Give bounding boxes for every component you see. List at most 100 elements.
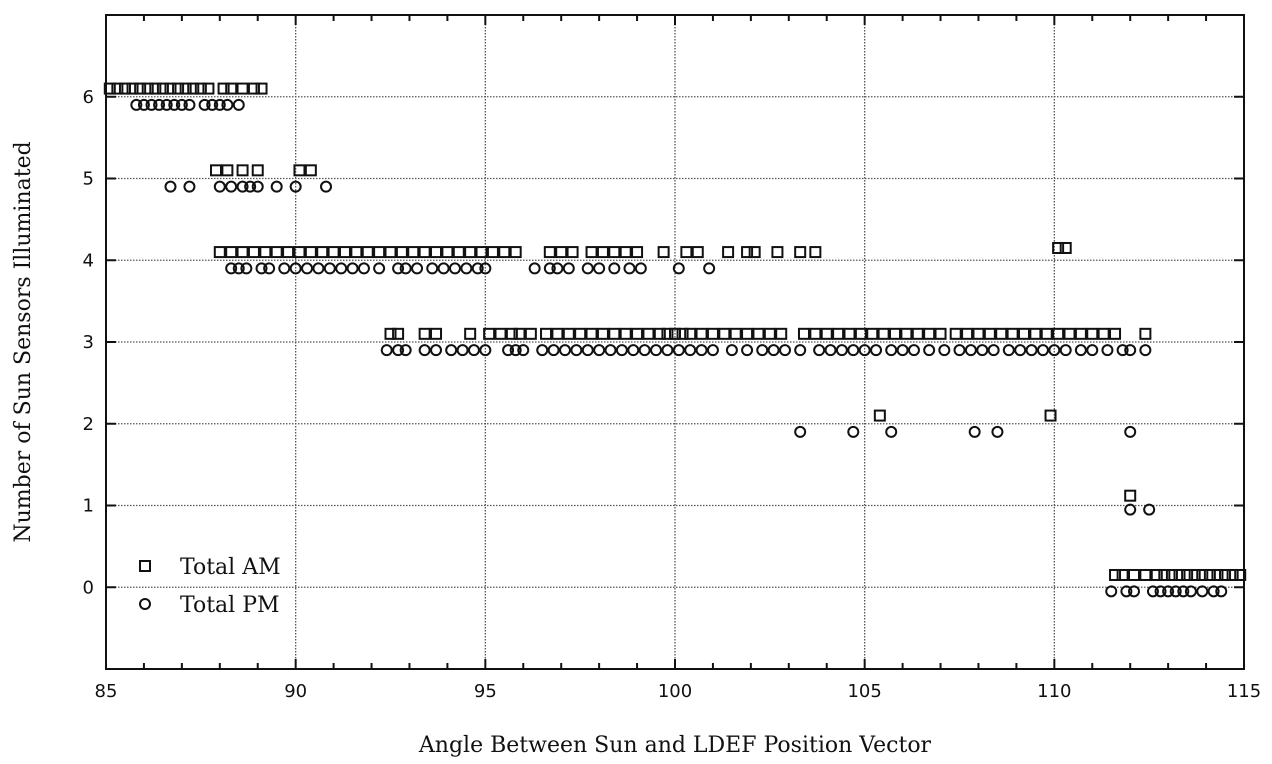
x-tick-label: 115 (1227, 681, 1261, 702)
am-data-point (1165, 568, 1178, 581)
legend-pm-label: Total PM (180, 593, 280, 618)
series-total-pm (130, 98, 1228, 598)
am-data-point (350, 246, 363, 259)
pm-data-point (779, 344, 792, 357)
am-data-point (164, 82, 177, 95)
pm-data-point (160, 98, 173, 111)
am-data-point (103, 82, 116, 95)
pm-data-point (1127, 585, 1140, 598)
pm-data-point (741, 344, 754, 357)
am-data-point (832, 327, 845, 340)
am-data-point (1109, 327, 1122, 340)
pm-data-point (479, 344, 492, 357)
x-axis-title: Angle Between Sun and LDEF Position Vect… (418, 733, 932, 758)
am-data-point (430, 327, 443, 340)
pm-data-point (448, 262, 461, 275)
am-data-point (923, 327, 936, 340)
am-data-point (1086, 327, 1099, 340)
am-data-point (202, 82, 215, 95)
pm-data-point (684, 344, 697, 357)
am-data-point (729, 327, 742, 340)
am-data-point (684, 327, 697, 340)
am-data-point (1196, 568, 1209, 581)
y-tick-label: 6 (83, 87, 94, 108)
pm-data-point (672, 262, 685, 275)
am-data-point (1173, 568, 1186, 581)
x-tick-label: 85 (95, 681, 118, 702)
pm-data-point (479, 262, 492, 275)
am-data-point (464, 246, 477, 259)
pm-data-point (1025, 344, 1038, 357)
pm-data-point (638, 344, 651, 357)
pm-data-point (1074, 344, 1087, 357)
am-data-point (574, 327, 587, 340)
am-data-point (1139, 327, 1152, 340)
am-data-point (608, 246, 621, 259)
pm-data-point (240, 262, 253, 275)
am-data-point (771, 246, 784, 259)
pm-data-point (437, 262, 450, 275)
pm-data-point (418, 344, 431, 357)
pm-data-point (270, 180, 283, 193)
pm-data-point (1105, 585, 1118, 598)
am-data-point (596, 246, 609, 259)
pm-data-point (213, 180, 226, 193)
pm-data-point (953, 344, 966, 357)
pm-data-point (1101, 344, 1114, 357)
y-tick-label: 2 (83, 414, 94, 435)
am-data-point (1211, 568, 1224, 581)
am-data-point (270, 246, 283, 259)
am-data-point (1052, 241, 1065, 254)
am-data-point (282, 246, 295, 259)
legend-circle-marker (139, 598, 151, 610)
am-data-point (911, 327, 924, 340)
am-data-point (1188, 568, 1201, 581)
am-data-point (820, 327, 833, 340)
pm-data-point (756, 344, 769, 357)
am-data-point (441, 246, 454, 259)
pm-data-point (976, 344, 989, 357)
am-data-point (1063, 327, 1076, 340)
pm-data-point (130, 98, 143, 111)
pm-data-point (1048, 344, 1061, 357)
pm-data-point (517, 344, 530, 357)
pm-data-point (460, 262, 473, 275)
am-data-point (1017, 327, 1030, 340)
am-data-point (1127, 568, 1140, 581)
am-data-point (540, 327, 553, 340)
am-data-point (384, 246, 397, 259)
y-tick-label: 4 (83, 250, 94, 271)
pm-data-point (608, 262, 621, 275)
am-data-point (134, 82, 147, 95)
pm-data-point (456, 344, 469, 357)
pm-data-point (392, 344, 405, 357)
am-data-point (741, 327, 754, 340)
legend-am-label: Total AM (180, 555, 281, 580)
pm-data-point (1207, 585, 1220, 598)
pm-data-point (399, 262, 412, 275)
legend-am-square-icon (139, 560, 151, 572)
pm-data-point (543, 262, 556, 275)
am-data-point (889, 327, 902, 340)
pm-data-point (221, 98, 234, 111)
am-data-point (972, 327, 985, 340)
pm-data-point (813, 344, 826, 357)
pm-data-point (627, 344, 640, 357)
am-data-point (179, 82, 192, 95)
am-data-point (1059, 241, 1072, 254)
pm-data-point (767, 344, 780, 357)
pm-data-point (164, 180, 177, 193)
pm-data-point (467, 344, 480, 357)
am-data-point (483, 327, 496, 340)
pm-data-point (373, 262, 386, 275)
pm-data-point (703, 262, 716, 275)
am-data-point (854, 327, 867, 340)
am-data-point (1116, 568, 1129, 581)
am-data-point (555, 246, 568, 259)
pm-data-point (392, 262, 405, 275)
pm-data-point (581, 344, 594, 357)
am-data-point (524, 327, 537, 340)
pm-data-point (426, 262, 439, 275)
am-data-point (225, 82, 238, 95)
